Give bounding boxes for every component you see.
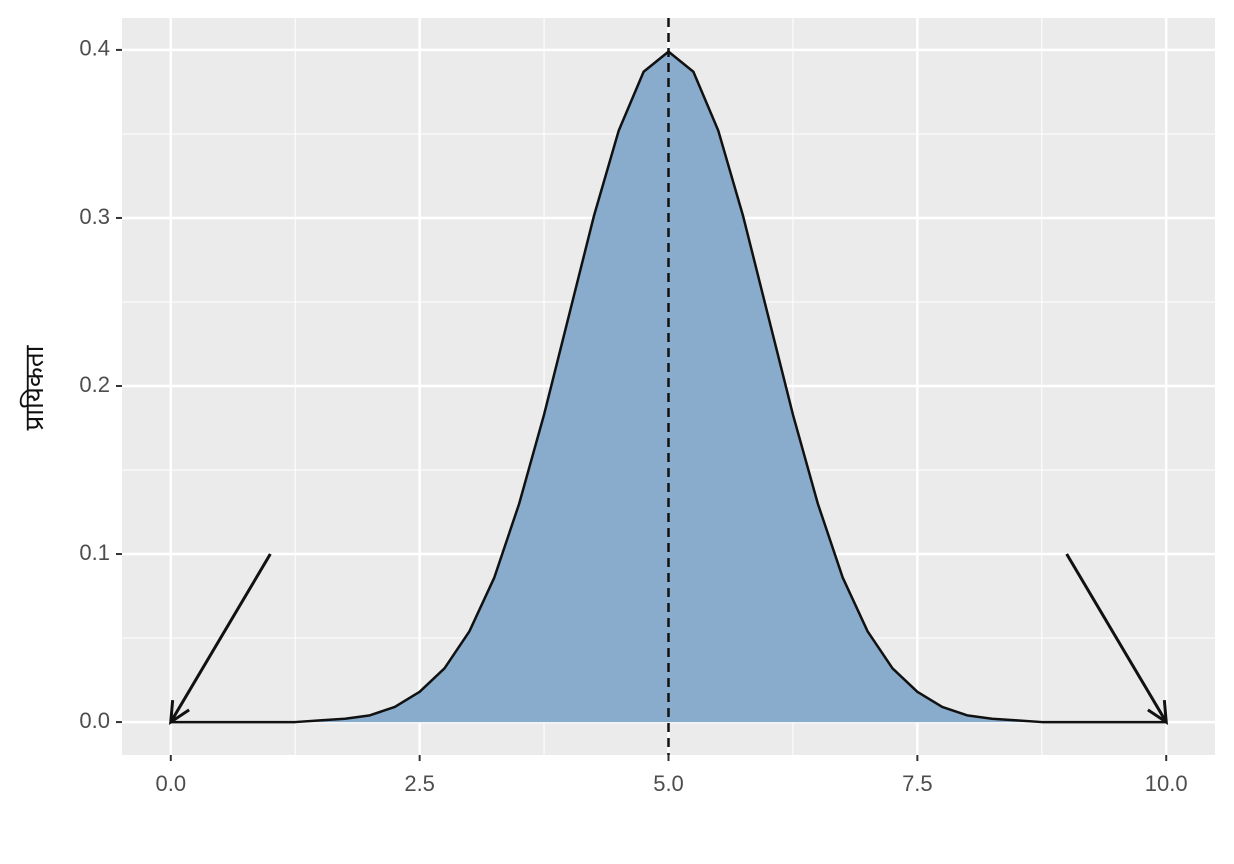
x-tick-label: 2.5 (404, 771, 435, 796)
y-tick-label: 0.2 (79, 372, 110, 397)
y-tick-label: 0.1 (79, 540, 110, 565)
y-tick-label: 0.0 (79, 708, 110, 733)
y-tick-label: 0.4 (79, 36, 110, 61)
x-tick-label: 7.5 (902, 771, 933, 796)
y-tick-label: 0.3 (79, 204, 110, 229)
x-tick-label: 10.0 (1145, 771, 1188, 796)
x-tick-label: 5.0 (653, 771, 684, 796)
arrow (169, 553, 272, 726)
arrow (1065, 553, 1168, 726)
x-tick-label: 0.0 (155, 771, 186, 796)
y-axis-label: प्रायिकता (19, 344, 49, 430)
